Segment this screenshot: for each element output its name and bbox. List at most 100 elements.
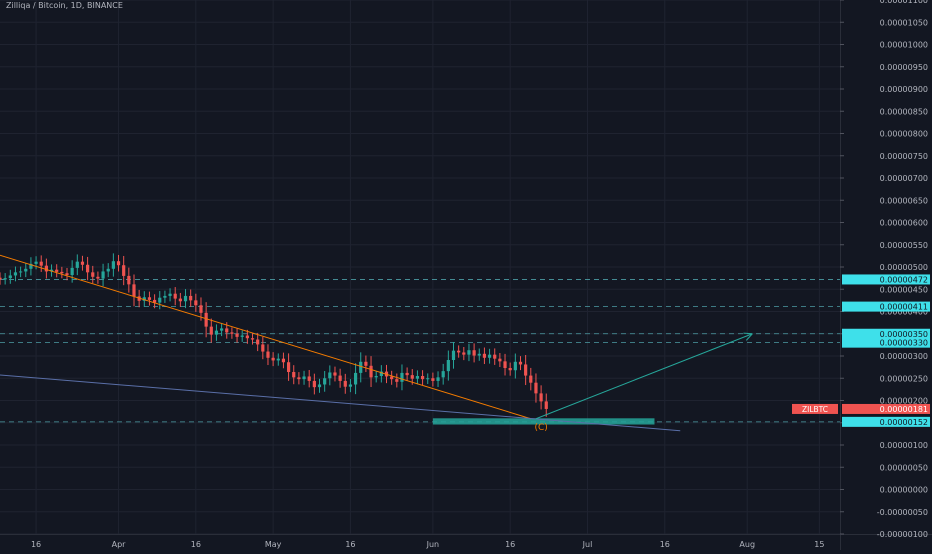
- candle-body: [529, 375, 533, 383]
- candle-body: [209, 326, 213, 335]
- y-tick-label: 0.00000400: [880, 308, 928, 317]
- candle-body: [276, 358, 280, 361]
- candle-body: [147, 297, 152, 300]
- support-zone-layer: [432, 418, 655, 425]
- x-tick-label: May: [265, 540, 282, 549]
- candle-body: [544, 401, 548, 409]
- candle-body: [106, 268, 110, 272]
- chart-title: Zilliqa / Bitcoin, 1D, BINANCE: [6, 1, 123, 10]
- x-tick-label: Apr: [112, 540, 127, 549]
- candle-body: [163, 295, 167, 298]
- symbol-tag: [792, 403, 838, 414]
- candle-body: [127, 275, 131, 285]
- current-price-label: 0.00000181: [880, 405, 928, 414]
- candle-body: [353, 372, 358, 385]
- x-tick-label: Jul: [582, 540, 593, 549]
- candle-body: [446, 360, 450, 372]
- y-tick-label: 0.00000600: [880, 219, 928, 228]
- candle-body: [498, 358, 502, 362]
- candle-body: [513, 361, 517, 371]
- y-tick-label: 0.00000850: [880, 107, 928, 116]
- level-price-label: 0.00000152: [880, 418, 928, 427]
- candle-body: [29, 263, 33, 269]
- candle-body: [8, 275, 12, 279]
- candle-body: [292, 372, 296, 378]
- candle-body: [518, 361, 523, 365]
- trendline-blue: [0, 374, 681, 432]
- candle-body: [307, 376, 311, 381]
- candle-body: [493, 354, 497, 359]
- candle-body: [457, 350, 461, 353]
- y-tick-label: 0.00000950: [880, 63, 928, 72]
- candle-body: [240, 335, 244, 337]
- candle-body: [390, 376, 394, 380]
- candle-body: [379, 371, 383, 377]
- candles: [0, 253, 548, 417]
- candle-body: [338, 375, 342, 381]
- arrow-head: [745, 333, 753, 341]
- x-tick-label: 15: [814, 540, 824, 549]
- y-tick-label: 0.00000800: [880, 130, 928, 139]
- trendline-target: [535, 333, 753, 420]
- candle-body: [302, 376, 306, 380]
- candle-body: [44, 265, 48, 272]
- y-tick-label: -0.00000100: [877, 530, 928, 539]
- candle-body: [477, 353, 481, 356]
- candle-body: [24, 268, 28, 272]
- candle-body: [189, 295, 193, 301]
- candle-body: [286, 362, 291, 373]
- candle-body: [65, 273, 69, 276]
- candle-body: [297, 377, 301, 380]
- candle-body: [96, 276, 100, 279]
- candle-body: [343, 380, 347, 387]
- candle-body: [395, 379, 399, 382]
- candle-body: [312, 380, 316, 388]
- y-tick-label: 0.00000200: [880, 397, 928, 406]
- candle-body: [153, 299, 157, 303]
- y-tick-label: 0.00000650: [880, 196, 928, 205]
- y-tick-label: 0.00001100: [880, 0, 928, 5]
- symbol-tag-label: ZILBTC: [802, 405, 828, 414]
- y-tick-label: 0.00000300: [880, 352, 928, 361]
- candle-body: [426, 378, 430, 380]
- candle-body: [19, 271, 23, 273]
- candle-body: [328, 372, 332, 379]
- candle-body: [214, 330, 219, 335]
- candle-body: [3, 278, 7, 280]
- x-tick-label: 16: [505, 540, 515, 549]
- candle-body: [348, 384, 353, 387]
- candle-body: [534, 382, 538, 394]
- candle-body: [183, 295, 188, 302]
- candle-body: [13, 272, 18, 276]
- candle-body: [261, 344, 265, 352]
- level-price-tag: [842, 301, 930, 312]
- candle-body: [271, 357, 275, 361]
- candle-body: [204, 312, 208, 327]
- candle-body: [369, 365, 373, 378]
- candle-body: [219, 328, 224, 331]
- x-tick-label: 16: [345, 540, 355, 549]
- trendline-orange: [0, 254, 531, 420]
- candle-body: [86, 264, 90, 273]
- candle-body: [168, 293, 172, 296]
- y-tick-label: 0.00000500: [880, 263, 928, 272]
- arrow-head: [743, 332, 753, 335]
- candle-body: [142, 297, 146, 301]
- x-tick-label: Jun: [426, 540, 440, 549]
- candle-body: [323, 378, 327, 385]
- y-tick-label: 0.00000450: [880, 285, 928, 294]
- x-tick-label: Aug: [739, 540, 755, 549]
- candle-body: [410, 375, 414, 379]
- grid: [0, 0, 840, 535]
- x-tick-label: 16: [31, 540, 41, 549]
- x-tick-label: 16: [660, 540, 670, 549]
- candle-body: [0, 277, 2, 280]
- horizontal-levels: [0, 279, 840, 423]
- candle-body: [245, 335, 249, 339]
- candle-body: [374, 376, 378, 378]
- y-tick-label: -0.00000050: [877, 508, 928, 517]
- candle-body: [431, 378, 435, 381]
- candle-body: [467, 350, 471, 355]
